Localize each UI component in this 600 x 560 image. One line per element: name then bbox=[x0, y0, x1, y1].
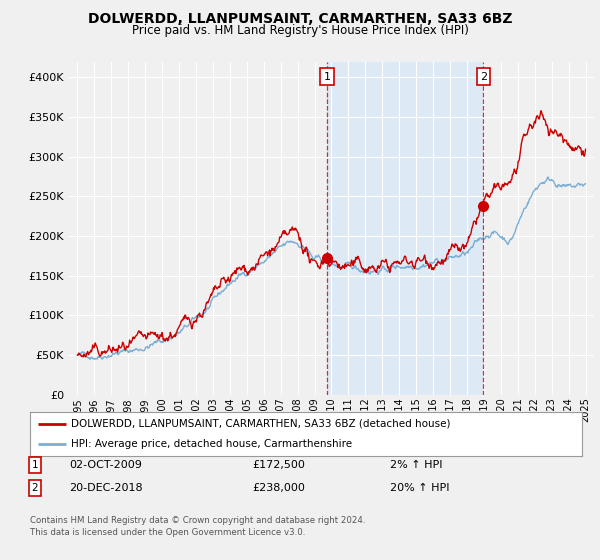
Text: £238,000: £238,000 bbox=[252, 483, 305, 493]
Text: 1: 1 bbox=[31, 460, 38, 470]
Text: DOLWERDD, LLANPUMSAINT, CARMARTHEN, SA33 6BZ (detached house): DOLWERDD, LLANPUMSAINT, CARMARTHEN, SA33… bbox=[71, 419, 451, 429]
Text: Price paid vs. HM Land Registry's House Price Index (HPI): Price paid vs. HM Land Registry's House … bbox=[131, 24, 469, 36]
Text: HPI: Average price, detached house, Carmarthenshire: HPI: Average price, detached house, Carm… bbox=[71, 439, 353, 449]
Text: 2% ↑ HPI: 2% ↑ HPI bbox=[390, 460, 443, 470]
Text: 20-DEC-2018: 20-DEC-2018 bbox=[69, 483, 143, 493]
Text: Contains HM Land Registry data © Crown copyright and database right 2024.
This d: Contains HM Land Registry data © Crown c… bbox=[30, 516, 365, 537]
Bar bbox=[327, 62, 484, 395]
Text: £172,500: £172,500 bbox=[252, 460, 305, 470]
Text: 02-OCT-2009: 02-OCT-2009 bbox=[69, 460, 142, 470]
Text: 2: 2 bbox=[31, 483, 38, 493]
Text: 2: 2 bbox=[480, 72, 487, 82]
Text: 1: 1 bbox=[324, 72, 331, 82]
Text: DOLWERDD, LLANPUMSAINT, CARMARTHEN, SA33 6BZ: DOLWERDD, LLANPUMSAINT, CARMARTHEN, SA33… bbox=[88, 12, 512, 26]
Text: 20% ↑ HPI: 20% ↑ HPI bbox=[390, 483, 449, 493]
